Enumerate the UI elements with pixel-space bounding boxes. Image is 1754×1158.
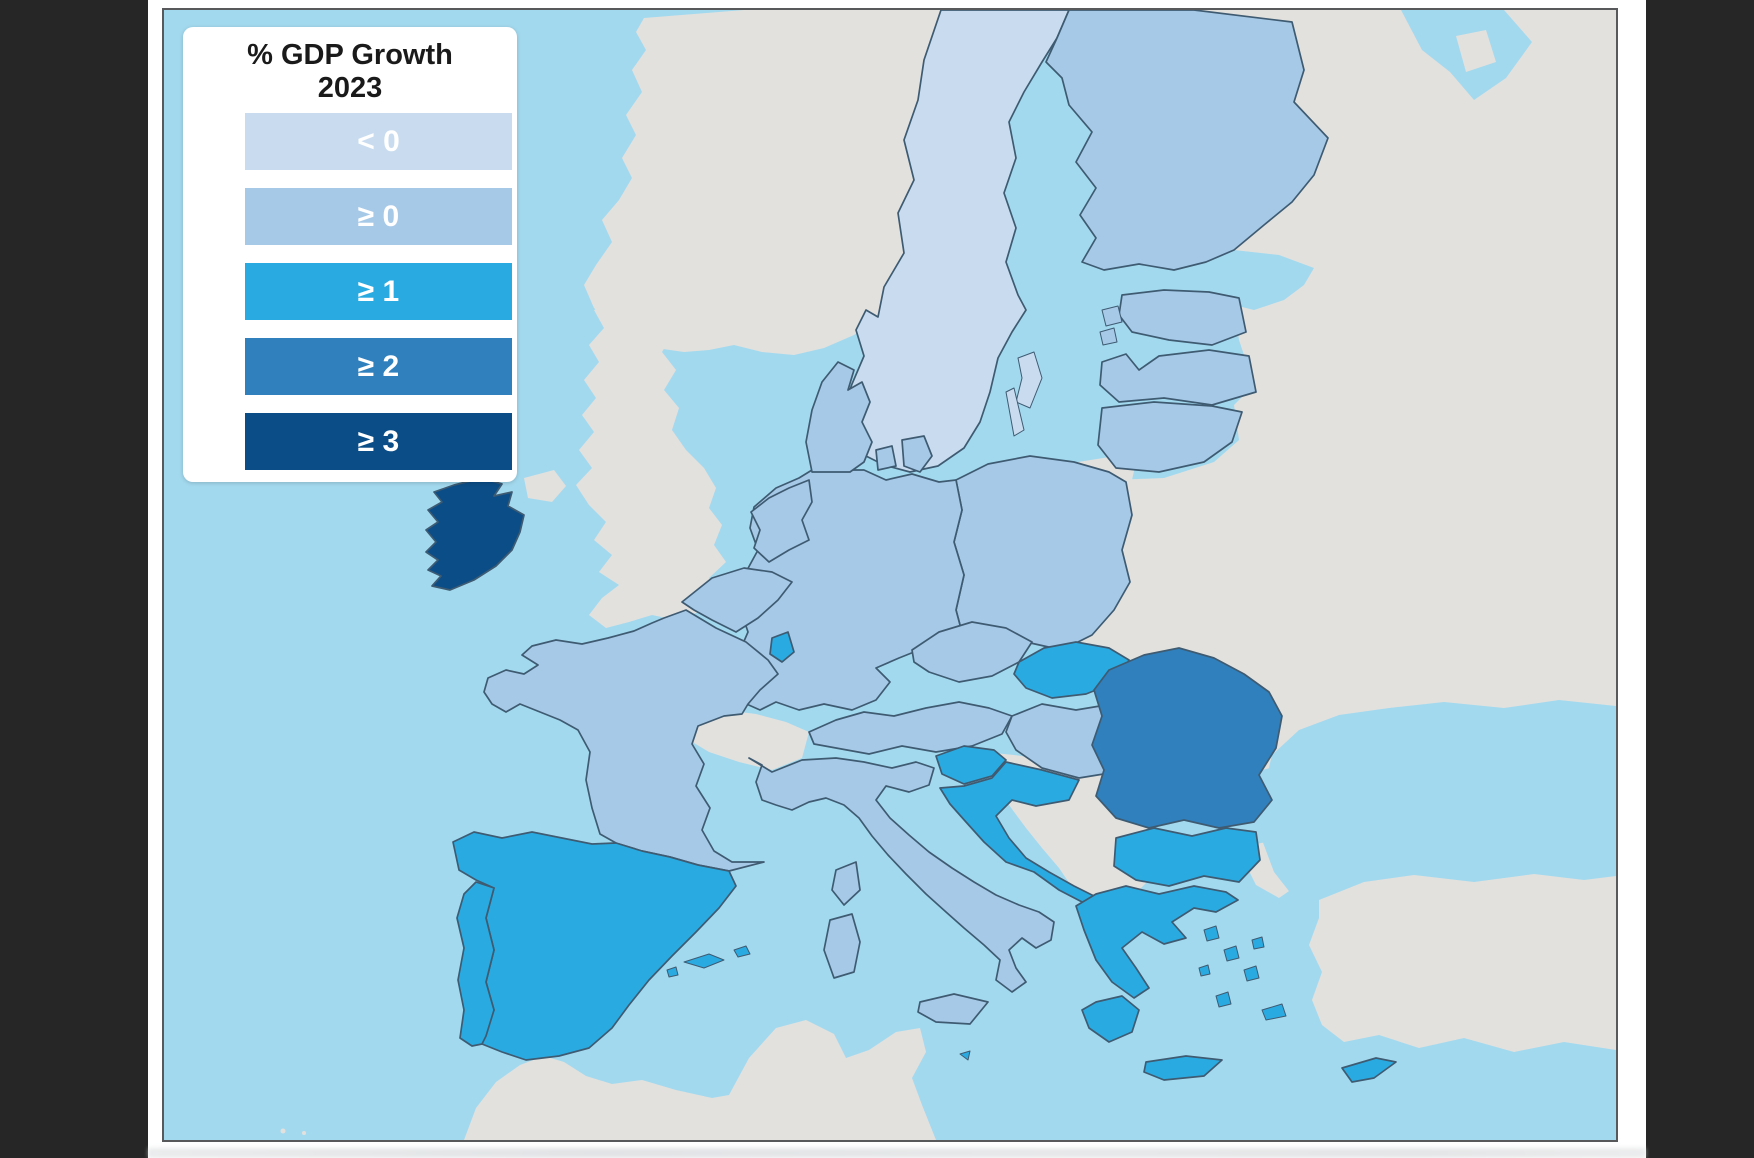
legend-swatch-ge1: ≥ 1	[245, 263, 512, 320]
legend-title: % GDP Growth 2023	[183, 27, 517, 105]
country-sweden	[841, 10, 1070, 473]
region-norway	[584, 10, 941, 355]
white-sea-island	[1456, 30, 1496, 72]
country-italy	[748, 757, 1055, 1025]
country-malta	[959, 1050, 971, 1061]
region-russia-east	[1032, 10, 1616, 770]
country-netherlands	[750, 479, 813, 563]
atlantic-islet	[302, 1131, 306, 1135]
legend-title-line1: % GDP Growth	[247, 39, 453, 71]
region-north-africa	[464, 1020, 936, 1140]
region-turkey-anatolia	[1309, 874, 1616, 1052]
region-united-kingdom	[576, 288, 726, 628]
country-slovenia	[935, 745, 1007, 785]
region-switzerland	[689, 710, 809, 770]
black-sea	[1258, 700, 1616, 895]
legend-bars: < 0 ≥ 0 ≥ 1 ≥ 2 ≥ 3	[245, 113, 512, 488]
country-greece	[1075, 885, 1239, 1081]
legend-title-line2: 2023	[317, 72, 383, 104]
country-estonia	[1118, 289, 1247, 346]
page-bottom-smudge	[148, 1148, 1646, 1158]
country-bulgaria	[1113, 827, 1261, 887]
country-cyprus	[1341, 1057, 1397, 1083]
country-luxembourg	[769, 631, 795, 663]
country-estonia-islands	[1099, 305, 1123, 346]
document-page: % GDP Growth 2023 < 0 ≥ 0 ≥ 1 ≥ 2 ≥ 3	[148, 0, 1646, 1158]
country-ireland	[425, 477, 525, 591]
country-lithuania	[1097, 401, 1243, 473]
legend-swatch-ge3: ≥ 3	[245, 413, 512, 470]
region-northern-ireland	[524, 470, 566, 502]
country-denmark	[805, 361, 933, 473]
legend-swatch-lt0: < 0	[245, 113, 512, 170]
country-spain-islands	[666, 945, 751, 978]
country-portugal	[456, 881, 495, 1047]
country-austria	[808, 701, 1013, 755]
legend: % GDP Growth 2023 < 0 ≥ 0 ≥ 1 ≥ 2 ≥ 3	[183, 27, 517, 482]
country-latvia	[1099, 349, 1257, 406]
country-sweden-islands	[1005, 351, 1043, 437]
country-finland	[1045, 10, 1329, 271]
country-romania	[1091, 647, 1283, 829]
country-belgium	[681, 567, 793, 633]
legend-swatch-ge0: ≥ 0	[245, 188, 512, 245]
atlantic-islet	[280, 1128, 286, 1134]
country-greece-islands	[1198, 925, 1287, 1021]
legend-swatch-ge2: ≥ 2	[245, 338, 512, 395]
